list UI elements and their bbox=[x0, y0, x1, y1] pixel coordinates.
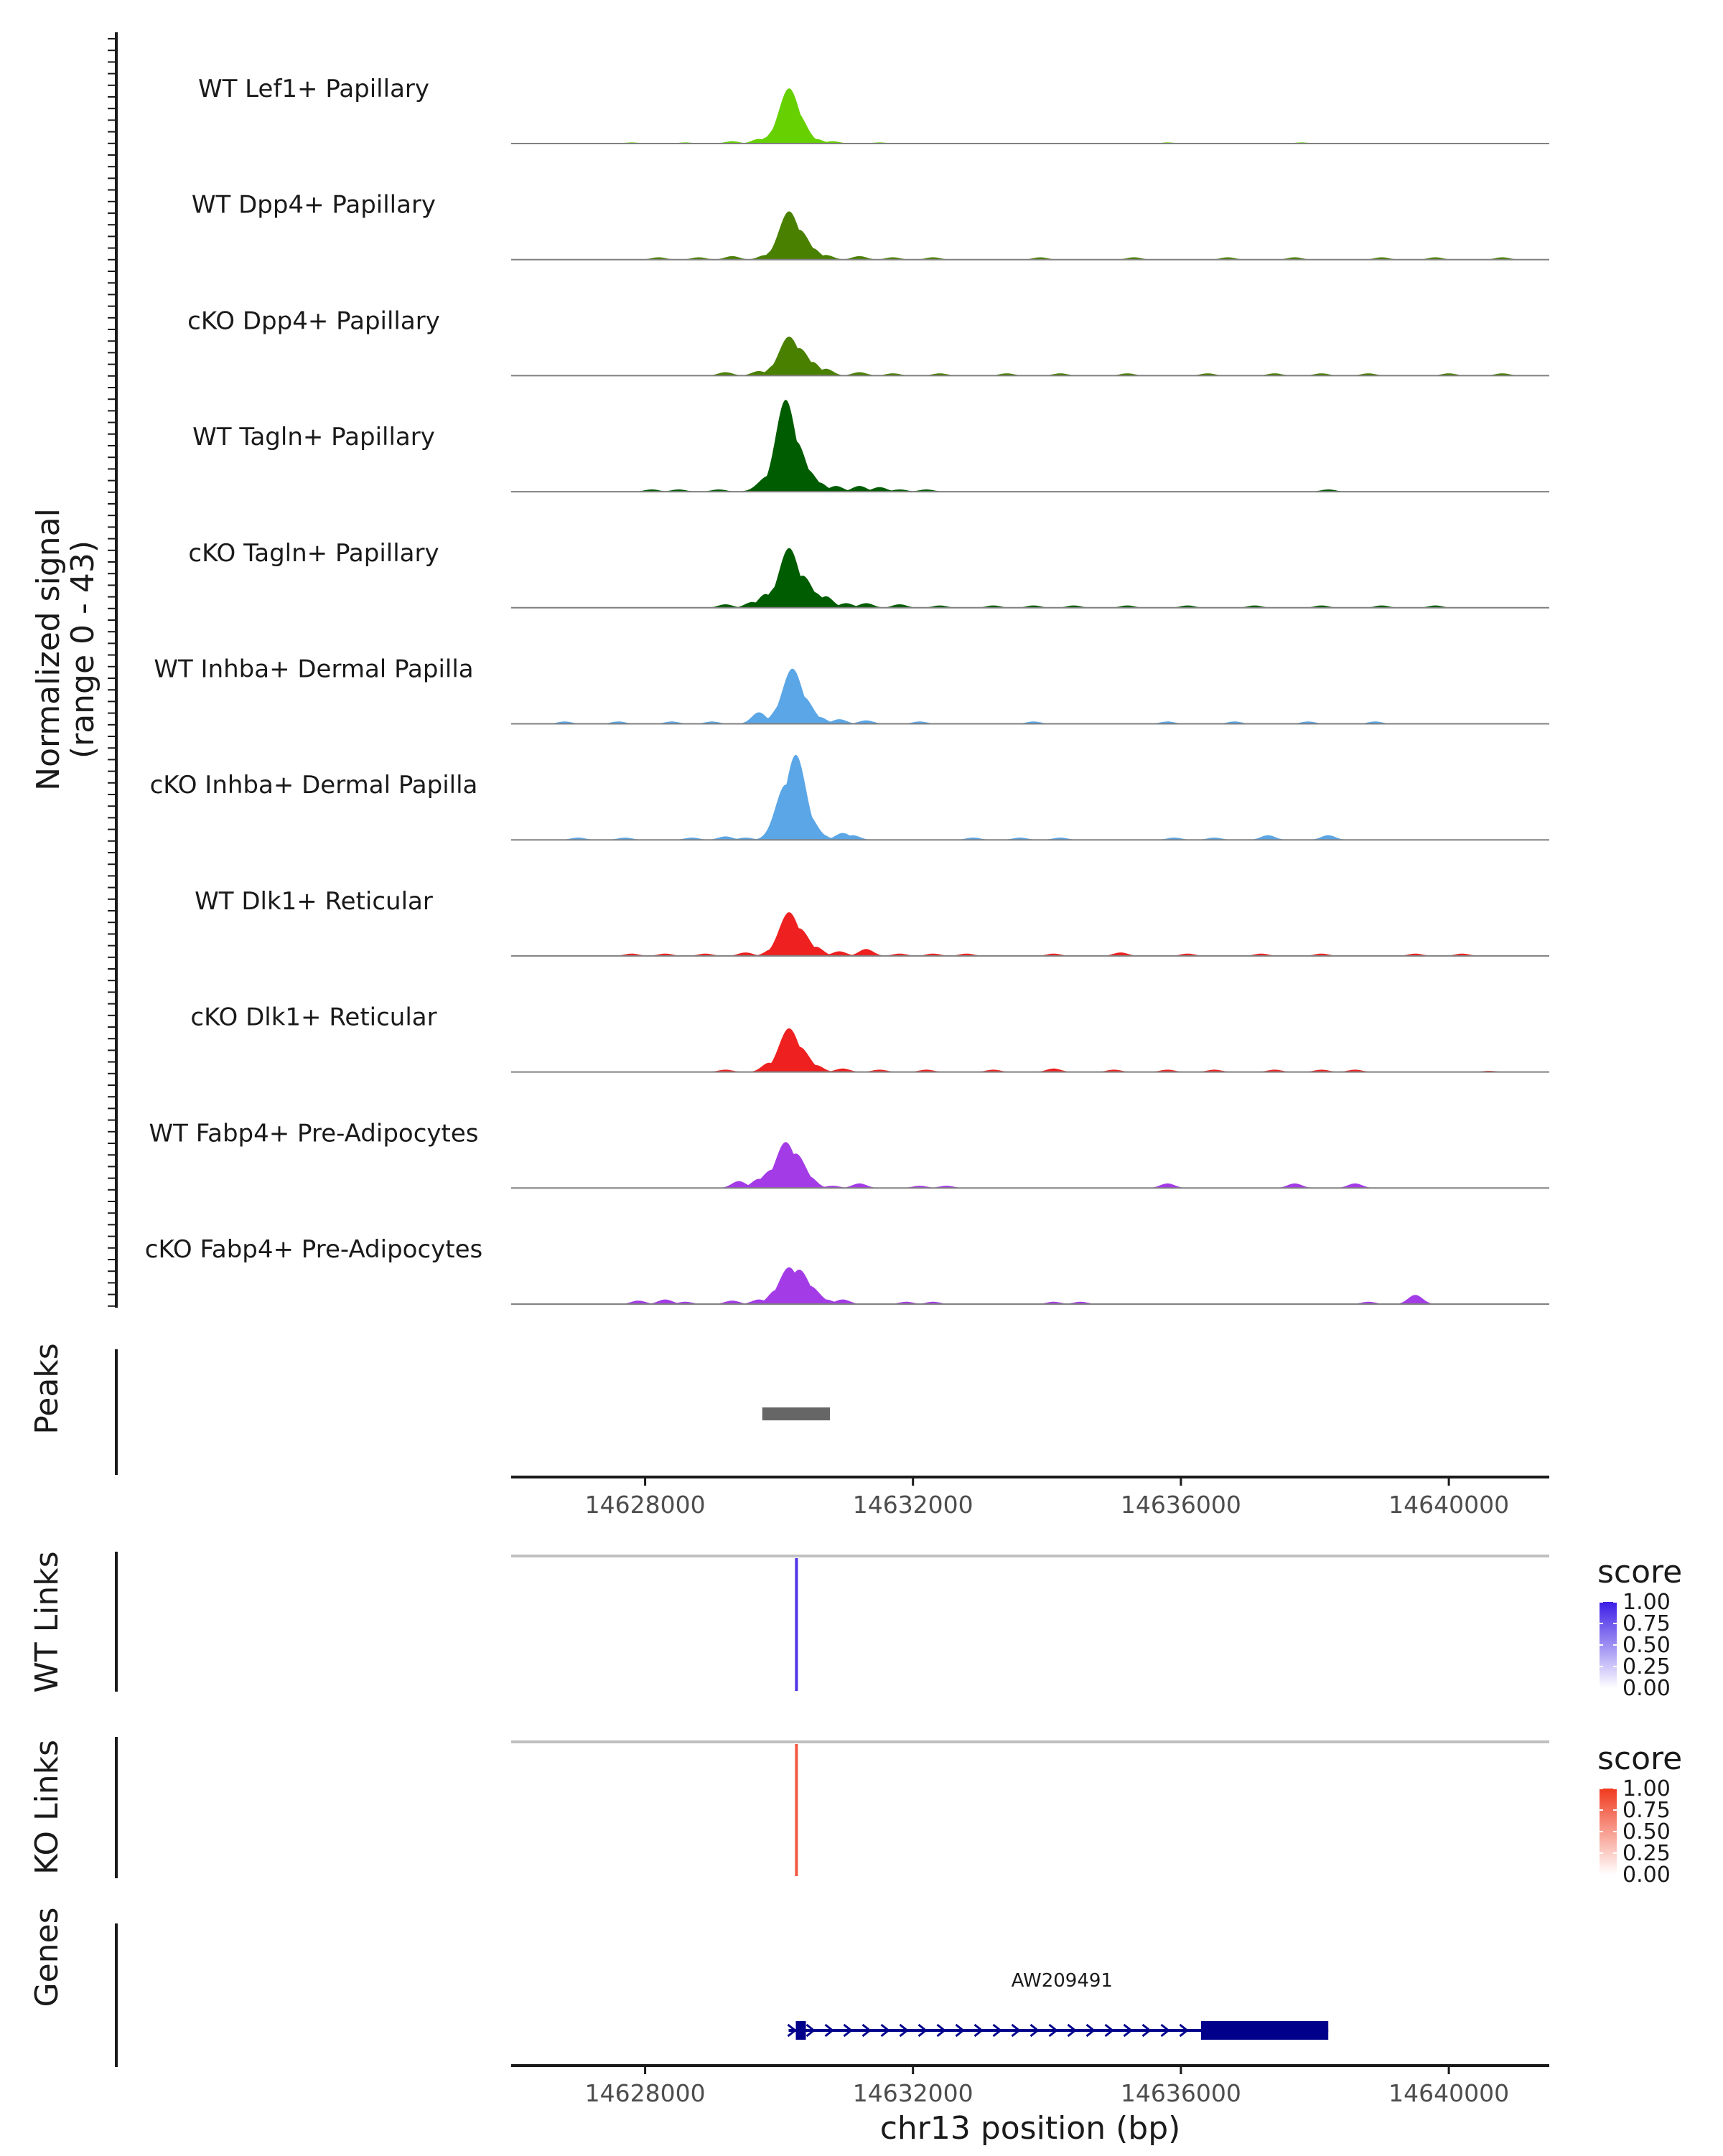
track-label-cko-fabp4-pre-adipocytes: cKO Fabp4+ Pre-Adipocytes bbox=[145, 1235, 483, 1264]
wt-legend-title: score bbox=[1597, 1554, 1682, 1590]
gene-strand-arrow bbox=[1123, 2023, 1133, 2038]
gene-strand-arrow bbox=[862, 2023, 872, 2038]
track-wt-fabp4-pre-adipocytes: WT Fabp4+ Pre-Adipocytes bbox=[149, 1119, 1549, 1189]
legend-tick-label: 0.00 bbox=[1622, 1862, 1671, 1888]
legend-tick-label: 1.00 bbox=[1622, 1590, 1671, 1615]
track-label-cko-dpp4-papillary: cKO Dpp4+ Papillary bbox=[187, 306, 440, 335]
top-x-tick-label: 14632000 bbox=[853, 1491, 973, 1519]
track-cko-dpp4-papillary: cKO Dpp4+ Papillary bbox=[187, 306, 1549, 377]
track-label-cko-tagln-papillary: cKO Tagln+ Papillary bbox=[188, 539, 439, 568]
legend-tick-label: 0.75 bbox=[1622, 1798, 1671, 1823]
track-cko-inhba-dermal-papilla: cKO Inhba+ Dermal Papilla bbox=[150, 754, 1549, 841]
legend-tick-label: 0.50 bbox=[1622, 1819, 1671, 1845]
x-axis-title: chr13 position (bp) bbox=[880, 2110, 1181, 2147]
gene-name-label: AW209491 bbox=[1012, 1970, 1113, 1992]
coverage-area-cko-dpp4-papillary bbox=[511, 337, 1549, 376]
legend-tick-label: 0.50 bbox=[1622, 1633, 1671, 1658]
gene-strand-arrow bbox=[843, 2023, 853, 2038]
gene-strand-arrow bbox=[1011, 2023, 1021, 2038]
track-cko-dlk1-reticular: cKO Dlk1+ Reticular bbox=[190, 1003, 1549, 1073]
track-wt-dlk1-reticular: WT Dlk1+ Reticular bbox=[195, 887, 1549, 957]
gene-strand-arrow bbox=[1029, 2023, 1040, 2038]
gene-strand-arrow bbox=[936, 2023, 946, 2038]
track-wt-lef1-papillary: WT Lef1+ Papillary bbox=[198, 75, 1549, 144]
bottom-x-tick-label: 14636000 bbox=[1121, 2079, 1241, 2107]
track-label-wt-dlk1-reticular: WT Dlk1+ Reticular bbox=[195, 887, 433, 916]
gene-strand-arrow bbox=[992, 2023, 1002, 2038]
gene-strand-arrow bbox=[787, 2023, 797, 2038]
coverage-area-wt-fabp4-pre-adipocytes bbox=[511, 1142, 1549, 1189]
bottom-x-tick-label: 14628000 bbox=[585, 2079, 706, 2107]
gene-strand-arrow bbox=[1179, 2023, 1189, 2038]
track-wt-inhba-dermal-papilla: WT Inhba+ Dermal Papilla bbox=[154, 655, 1549, 725]
gene-strand-arrow bbox=[1141, 2023, 1152, 2038]
gene-strand-arrow bbox=[1067, 2023, 1077, 2038]
gene-strand-arrow bbox=[1160, 2023, 1170, 2038]
top-x-tick-label: 14636000 bbox=[1121, 1491, 1241, 1519]
track-label-cko-dlk1-reticular: cKO Dlk1+ Reticular bbox=[190, 1003, 436, 1032]
gene-exon bbox=[795, 2021, 806, 2040]
gene-strand-arrow bbox=[1104, 2023, 1114, 2038]
genes-label: Genes bbox=[29, 1907, 65, 2007]
peaks-label: Peaks bbox=[29, 1343, 65, 1434]
peak-region-bar bbox=[762, 1407, 830, 1420]
track-label-wt-dpp4-papillary: WT Dpp4+ Papillary bbox=[192, 191, 436, 220]
track-label-wt-fabp4-pre-adipocytes: WT Fabp4+ Pre-Adipocytes bbox=[149, 1119, 479, 1148]
coverage-area-cko-dlk1-reticular bbox=[511, 1028, 1549, 1072]
gene-strand-arrow bbox=[806, 2023, 816, 2038]
track-label-wt-tagln-papillary: WT Tagln+ Papillary bbox=[192, 423, 435, 451]
track-wt-tagln-papillary: WT Tagln+ Papillary bbox=[192, 400, 1549, 493]
gene-strand-arrow bbox=[955, 2023, 965, 2038]
track-cko-tagln-papillary: cKO Tagln+ Papillary bbox=[188, 539, 1549, 609]
coverage-area-cko-tagln-papillary bbox=[511, 548, 1549, 608]
legend-tick-label: 0.75 bbox=[1622, 1611, 1671, 1636]
coverage-area-wt-inhba-dermal-papilla bbox=[511, 668, 1549, 724]
track-label-wt-inhba-dermal-papilla: WT Inhba+ Dermal Papilla bbox=[154, 655, 473, 684]
wt-links-label: WT Links bbox=[29, 1551, 65, 1692]
legend-tick-label: 0.25 bbox=[1622, 1841, 1671, 1866]
gene-strand-arrow bbox=[1085, 2023, 1096, 2038]
gene-strand-arrow bbox=[1048, 2023, 1058, 2038]
ko-legend-title: score bbox=[1597, 1740, 1682, 1777]
track-wt-dpp4-papillary: WT Dpp4+ Papillary bbox=[192, 191, 1549, 261]
coverage-area-cko-fabp4-pre-adipocytes bbox=[511, 1267, 1549, 1304]
gene-exon bbox=[1200, 2021, 1329, 2040]
track-cko-fabp4-pre-adipocytes: cKO Fabp4+ Pre-Adipocytes bbox=[145, 1235, 1549, 1305]
gene-strand-arrow bbox=[973, 2023, 984, 2038]
legend-tick-label: 1.00 bbox=[1622, 1776, 1671, 1801]
coverage-ylabel-line1: Normalized signal bbox=[30, 508, 67, 791]
coverage-area-wt-dpp4-papillary bbox=[511, 211, 1549, 260]
legend-tick-label: 0.00 bbox=[1622, 1676, 1671, 1701]
gene-strand-arrow bbox=[880, 2023, 890, 2038]
gene-strand-arrow bbox=[824, 2023, 834, 2038]
coverage-area-wt-dlk1-reticular bbox=[511, 912, 1549, 956]
top-x-tick-label: 14640000 bbox=[1388, 1491, 1509, 1519]
gene-strand-arrow bbox=[917, 2023, 928, 2038]
top-x-tick-label: 14628000 bbox=[585, 1491, 706, 1519]
coverage-ylabel-line2: (range 0 - 43) bbox=[65, 540, 101, 759]
legend-tick-label: 0.25 bbox=[1622, 1654, 1671, 1679]
coverage-area-wt-lef1-papillary bbox=[511, 88, 1549, 144]
coverage-area-wt-tagln-papillary bbox=[511, 400, 1549, 492]
bottom-x-tick-label: 14640000 bbox=[1388, 2079, 1509, 2107]
bottom-x-tick-label: 14632000 bbox=[853, 2079, 973, 2107]
track-label-wt-lef1-papillary: WT Lef1+ Papillary bbox=[198, 75, 429, 103]
ko-links-label: KO Links bbox=[29, 1740, 65, 1875]
track-label-cko-inhba-dermal-papilla: cKO Inhba+ Dermal Papilla bbox=[150, 771, 478, 800]
gene-strand-arrow bbox=[899, 2023, 909, 2038]
coverage-area-cko-inhba-dermal-papilla bbox=[511, 754, 1549, 840]
